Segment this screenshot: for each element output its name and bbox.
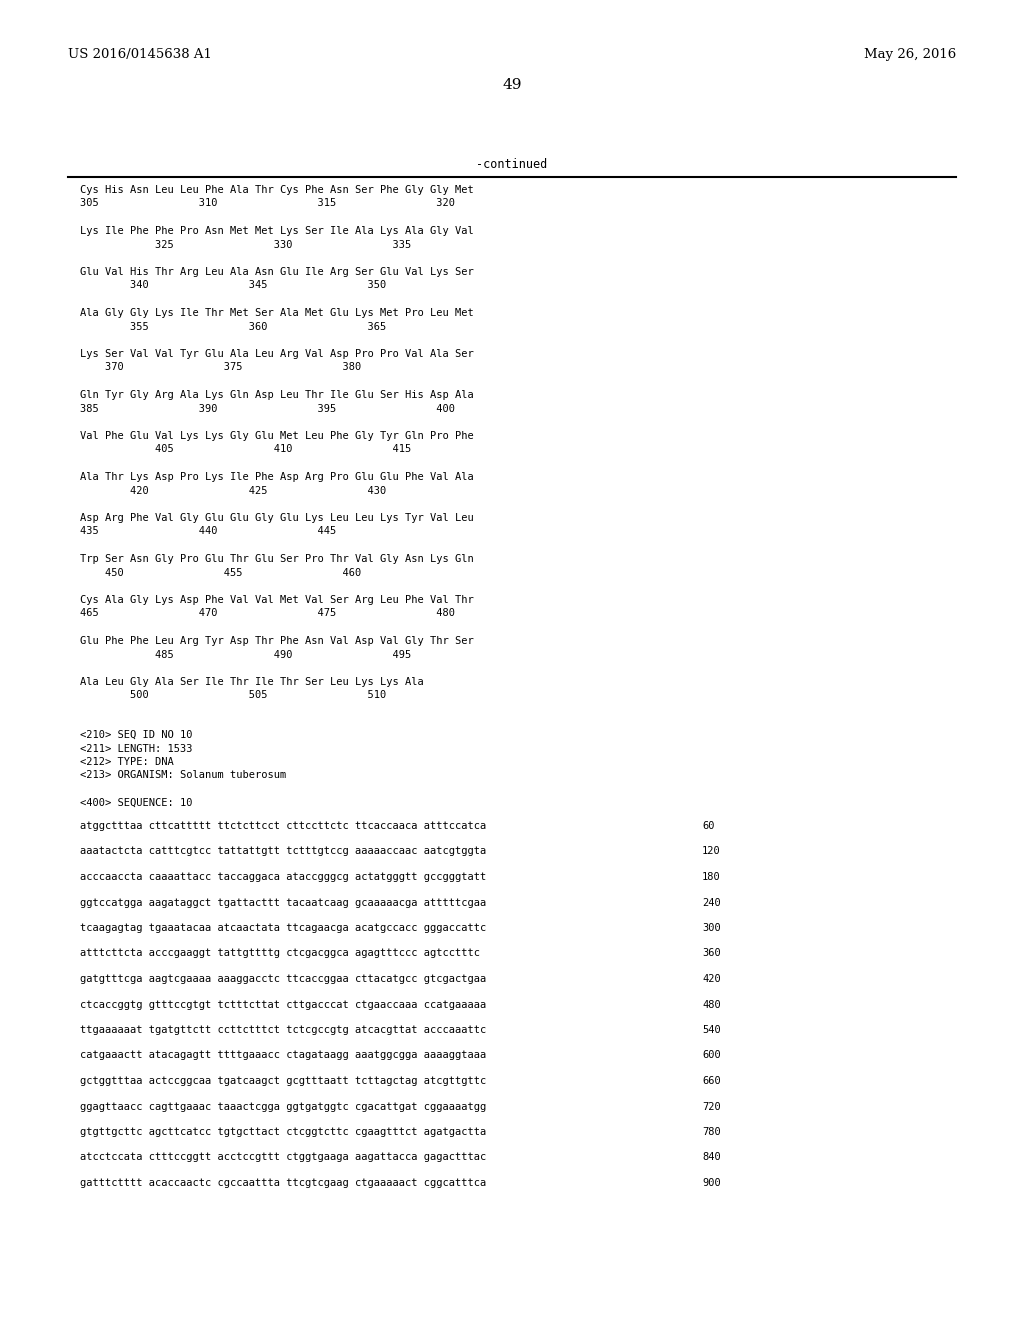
Text: 420                425                430: 420 425 430 [80,486,386,495]
Text: 325                330                335: 325 330 335 [80,239,412,249]
Text: 49: 49 [502,78,522,92]
Text: atggctttaa cttcattttt ttctcttcct cttccttctc ttcaccaaca atttccatca: atggctttaa cttcattttt ttctcttcct cttcctt… [80,821,486,832]
Text: May 26, 2016: May 26, 2016 [864,48,956,61]
Text: acccaaccta caaaattacc taccaggaca ataccgggcg actatgggtt gccgggtatt: acccaaccta caaaattacc taccaggaca ataccgg… [80,873,486,882]
Text: Cys Ala Gly Lys Asp Phe Val Val Met Val Ser Arg Leu Phe Val Thr: Cys Ala Gly Lys Asp Phe Val Val Met Val … [80,595,474,605]
Text: 420: 420 [702,974,721,983]
Text: 240: 240 [702,898,721,908]
Text: 780: 780 [702,1127,721,1137]
Text: 300: 300 [702,923,721,933]
Text: <212> TYPE: DNA: <212> TYPE: DNA [80,756,174,767]
Text: 360: 360 [702,949,721,958]
Text: ttgaaaaaat tgatgttctt ccttctttct tctcgccgtg atcacgttat acccaaattc: ttgaaaaaat tgatgttctt ccttctttct tctcgcc… [80,1026,486,1035]
Text: 450                455                460: 450 455 460 [80,568,361,578]
Text: tcaagagtag tgaaatacaa atcaactata ttcagaacga acatgccacc gggaccattc: tcaagagtag tgaaatacaa atcaactata ttcagaa… [80,923,486,933]
Text: 60: 60 [702,821,715,832]
Text: ggtccatgga aagataggct tgattacttt tacaatcaag gcaaaaacga atttttcgaa: ggtccatgga aagataggct tgattacttt tacaatc… [80,898,486,908]
Text: 465                470                475                480: 465 470 475 480 [80,609,455,619]
Text: Asp Arg Phe Val Gly Glu Glu Gly Glu Lys Leu Leu Lys Tyr Val Leu: Asp Arg Phe Val Gly Glu Glu Gly Glu Lys … [80,513,474,523]
Text: 900: 900 [702,1177,721,1188]
Text: 660: 660 [702,1076,721,1086]
Text: Ala Leu Gly Ala Ser Ile Thr Ile Thr Ser Leu Lys Lys Ala: Ala Leu Gly Ala Ser Ile Thr Ile Thr Ser … [80,677,424,686]
Text: gctggtttaa actccggcaa tgatcaagct gcgtttaatt tcttagctag atcgttgttc: gctggtttaa actccggcaa tgatcaagct gcgttta… [80,1076,486,1086]
Text: 120: 120 [702,846,721,857]
Text: <400> SEQUENCE: 10: <400> SEQUENCE: 10 [80,797,193,808]
Text: atttcttcta acccgaaggt tattgttttg ctcgacggca agagtttccc agtcctttc: atttcttcta acccgaaggt tattgttttg ctcgacg… [80,949,480,958]
Text: gatttctttt acaccaactc cgccaattta ttcgtcgaag ctgaaaaact cggcatttca: gatttctttt acaccaactc cgccaattta ttcgtcg… [80,1177,486,1188]
Text: 600: 600 [702,1051,721,1060]
Text: 480: 480 [702,999,721,1010]
Text: <213> ORGANISM: Solanum tuberosum: <213> ORGANISM: Solanum tuberosum [80,771,287,780]
Text: aaatactcta catttcgtcc tattattgtt tctttgtccg aaaaaccaac aatcgtggta: aaatactcta catttcgtcc tattattgtt tctttgt… [80,846,486,857]
Text: 370                375                380: 370 375 380 [80,363,361,372]
Text: Val Phe Glu Val Lys Lys Gly Glu Met Leu Phe Gly Tyr Gln Pro Phe: Val Phe Glu Val Lys Lys Gly Glu Met Leu … [80,432,474,441]
Text: Cys His Asn Leu Leu Phe Ala Thr Cys Phe Asn Ser Phe Gly Gly Met: Cys His Asn Leu Leu Phe Ala Thr Cys Phe … [80,185,474,195]
Text: Ala Thr Lys Asp Pro Lys Ile Phe Asp Arg Pro Glu Glu Phe Val Ala: Ala Thr Lys Asp Pro Lys Ile Phe Asp Arg … [80,473,474,482]
Text: catgaaactt atacagagtt ttttgaaacc ctagataagg aaatggcgga aaaaggtaaa: catgaaactt atacagagtt ttttgaaacc ctagata… [80,1051,486,1060]
Text: <210> SEQ ID NO 10: <210> SEQ ID NO 10 [80,730,193,741]
Text: ggagttaacc cagttgaaac taaactcgga ggtgatggtc cgacattgat cggaaaatgg: ggagttaacc cagttgaaac taaactcgga ggtgatg… [80,1101,486,1111]
Text: Lys Ile Phe Phe Pro Asn Met Met Lys Ser Ile Ala Lys Ala Gly Val: Lys Ile Phe Phe Pro Asn Met Met Lys Ser … [80,226,474,236]
Text: 305                310                315                320: 305 310 315 320 [80,198,455,209]
Text: 540: 540 [702,1026,721,1035]
Text: Trp Ser Asn Gly Pro Glu Thr Glu Ser Pro Thr Val Gly Asn Lys Gln: Trp Ser Asn Gly Pro Glu Thr Glu Ser Pro … [80,554,474,564]
Text: Glu Phe Phe Leu Arg Tyr Asp Thr Phe Asn Val Asp Val Gly Thr Ser: Glu Phe Phe Leu Arg Tyr Asp Thr Phe Asn … [80,636,474,645]
Text: gtgttgcttc agcttcatcc tgtgcttact ctcggtcttc cgaagtttct agatgactta: gtgttgcttc agcttcatcc tgtgcttact ctcggtc… [80,1127,486,1137]
Text: Gln Tyr Gly Arg Ala Lys Gln Asp Leu Thr Ile Glu Ser His Asp Ala: Gln Tyr Gly Arg Ala Lys Gln Asp Leu Thr … [80,389,474,400]
Text: gatgtttcga aagtcgaaaa aaaggacctc ttcaccggaa cttacatgcc gtcgactgaa: gatgtttcga aagtcgaaaa aaaggacctc ttcaccg… [80,974,486,983]
Text: 405                410                415: 405 410 415 [80,445,412,454]
Text: 720: 720 [702,1101,721,1111]
Text: 355                360                365: 355 360 365 [80,322,386,331]
Text: 435                440                445: 435 440 445 [80,527,336,536]
Text: 485                490                495: 485 490 495 [80,649,412,660]
Text: 500                505                510: 500 505 510 [80,690,386,701]
Text: 180: 180 [702,873,721,882]
Text: Lys Ser Val Val Tyr Glu Ala Leu Arg Val Asp Pro Pro Val Ala Ser: Lys Ser Val Val Tyr Glu Ala Leu Arg Val … [80,348,474,359]
Text: 340                345                350: 340 345 350 [80,281,386,290]
Text: <211> LENGTH: 1533: <211> LENGTH: 1533 [80,743,193,754]
Text: Ala Gly Gly Lys Ile Thr Met Ser Ala Met Glu Lys Met Pro Leu Met: Ala Gly Gly Lys Ile Thr Met Ser Ala Met … [80,308,474,318]
Text: 385                390                395                400: 385 390 395 400 [80,404,455,413]
Text: 840: 840 [702,1152,721,1163]
Text: atcctccata ctttccggtt acctccgttt ctggtgaaga aagattacca gagactttac: atcctccata ctttccggtt acctccgttt ctggtga… [80,1152,486,1163]
Text: ctcaccggtg gtttccgtgt tctttcttat cttgacccat ctgaaccaaa ccatgaaaaa: ctcaccggtg gtttccgtgt tctttcttat cttgacc… [80,999,486,1010]
Text: US 2016/0145638 A1: US 2016/0145638 A1 [68,48,212,61]
Text: -continued: -continued [476,158,548,172]
Text: Glu Val His Thr Arg Leu Ala Asn Glu Ile Arg Ser Glu Val Lys Ser: Glu Val His Thr Arg Leu Ala Asn Glu Ile … [80,267,474,277]
